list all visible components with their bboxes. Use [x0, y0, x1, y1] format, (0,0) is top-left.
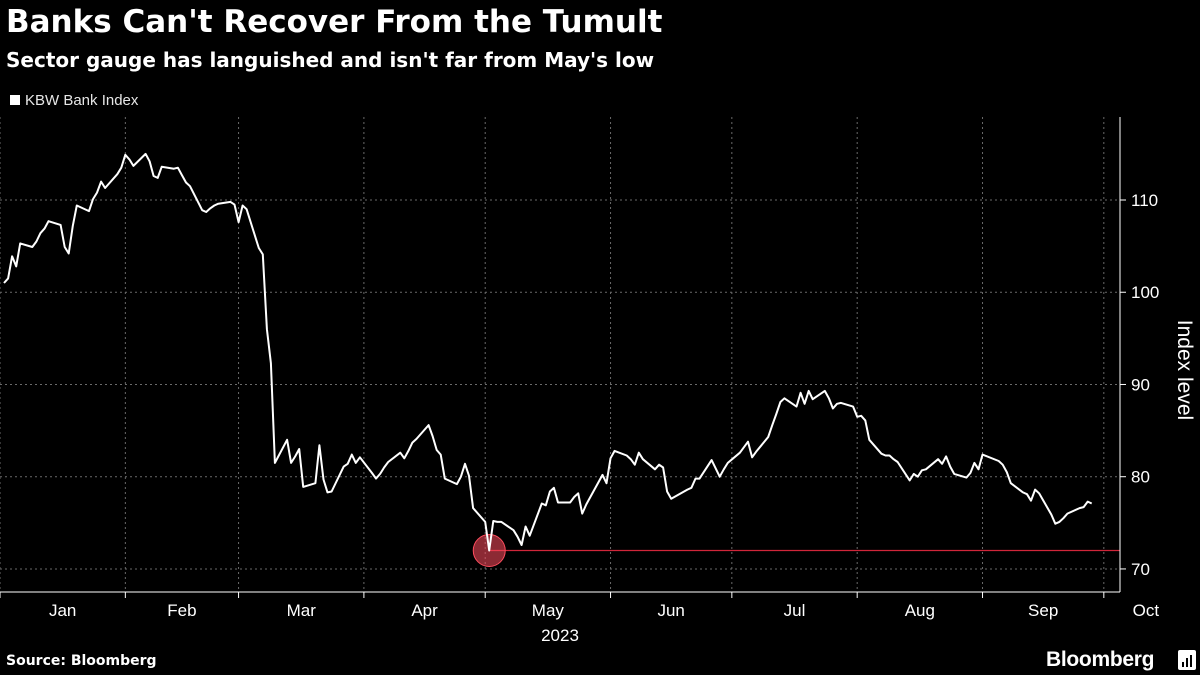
x-tick-label: Aug	[905, 601, 935, 620]
y-tick-label: 100	[1131, 283, 1159, 302]
series-line-kbw-bank-index	[3, 152, 1093, 552]
x-tick-label: Feb	[167, 601, 196, 620]
y-tick-label: 110	[1131, 191, 1158, 210]
x-tick-label: Jan	[49, 601, 76, 620]
chart-title: Banks Can't Recover From the Tumult	[6, 4, 663, 40]
x-tick-label: May	[532, 601, 565, 620]
x-tick-label: Apr	[411, 601, 438, 620]
y-tick-label: 80	[1131, 468, 1150, 487]
legend: KBW Bank Index	[10, 91, 138, 111]
series-lines	[3, 152, 1093, 552]
axes: 70 80 90 100 110 Jan Feb Mar Apr May Jun Jul Aug Sep O…	[0, 117, 1196, 645]
x-tick-label: Sep	[1028, 601, 1058, 620]
x-tick-label: Mar	[287, 601, 317, 620]
bloomberg-logo: Bloomberg	[1046, 648, 1155, 671]
bloomberg-terminal-icon	[1178, 650, 1196, 670]
chart-subtitle: Sector gauge has languished and isn't fa…	[6, 48, 655, 72]
x-tick-label: Jun	[657, 601, 684, 620]
legend-swatch	[10, 95, 20, 105]
x-year-label: 2023	[541, 626, 579, 645]
annotations	[472, 533, 1120, 567]
y-axis-title: Index level	[1173, 320, 1196, 420]
x-tick-label: Oct	[1133, 601, 1160, 620]
x-tick-label: Jul	[784, 601, 806, 620]
grid-lines	[0, 117, 1120, 592]
y-tick-label: 90	[1131, 375, 1150, 394]
y-tick-label: 70	[1131, 560, 1150, 579]
source-note: Source: Bloomberg	[6, 653, 157, 669]
legend-label: KBW Bank Index	[25, 92, 139, 109]
